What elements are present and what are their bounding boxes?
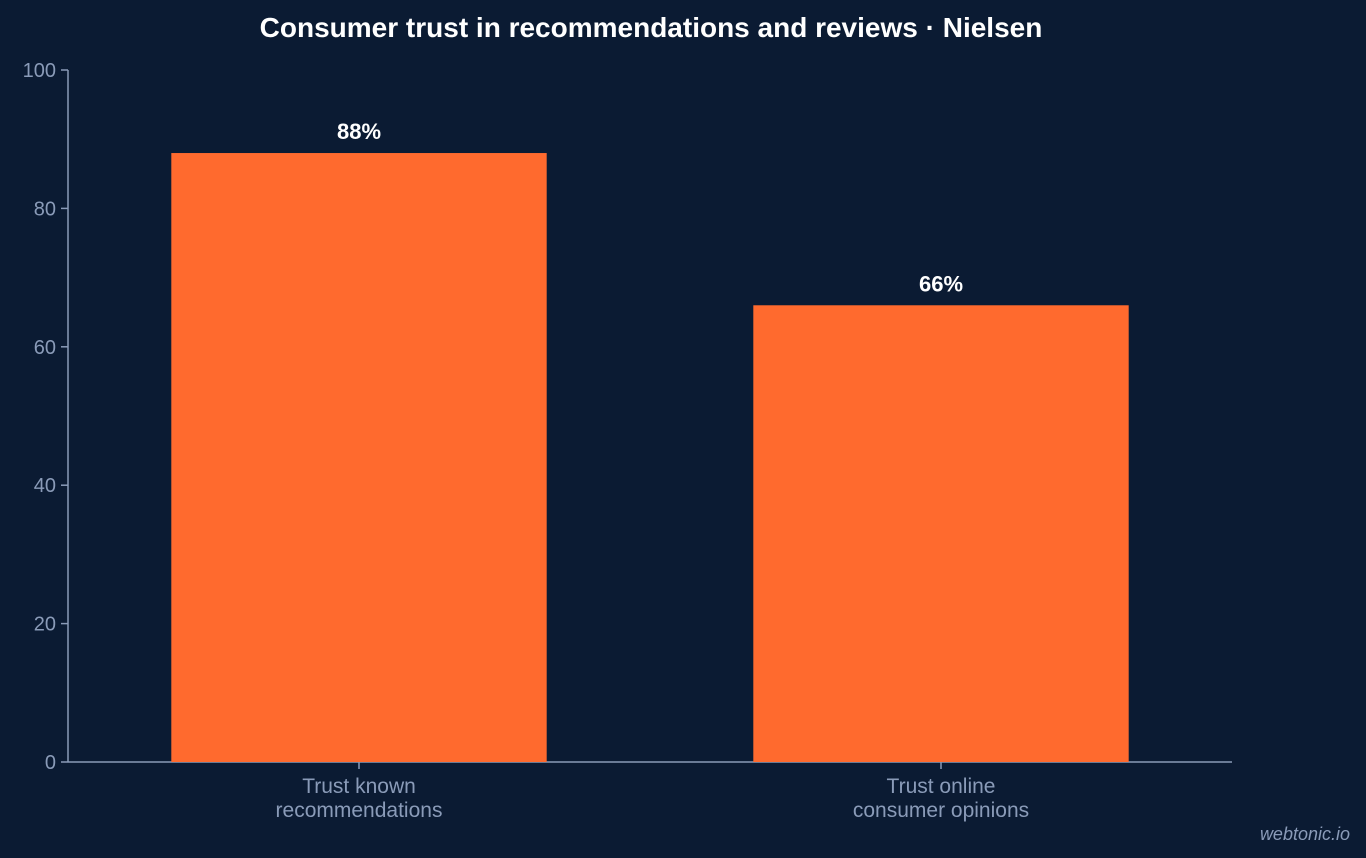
y-tick-label: 80 bbox=[34, 198, 56, 220]
data-label: 66% bbox=[919, 271, 963, 296]
y-tick-label: 20 bbox=[34, 614, 56, 636]
y-tick-label: 40 bbox=[34, 475, 56, 497]
x-category-label: Trust online bbox=[887, 775, 996, 798]
bars-group bbox=[171, 153, 1129, 763]
x-category-label: consumer opinions bbox=[853, 799, 1029, 822]
x-category-label: recommendations bbox=[276, 799, 443, 822]
bar bbox=[171, 153, 547, 763]
data-label: 88% bbox=[337, 119, 381, 144]
y-tick-label: 0 bbox=[45, 752, 56, 774]
x-category-label: Trust known bbox=[302, 775, 416, 798]
bar bbox=[753, 305, 1129, 762]
y-tick-label: 100 bbox=[23, 60, 56, 82]
y-tick-label: 60 bbox=[34, 337, 56, 359]
watermark: webtonic.io bbox=[1260, 824, 1350, 844]
chart-title: Consumer trust in recommendations and re… bbox=[260, 12, 1043, 43]
